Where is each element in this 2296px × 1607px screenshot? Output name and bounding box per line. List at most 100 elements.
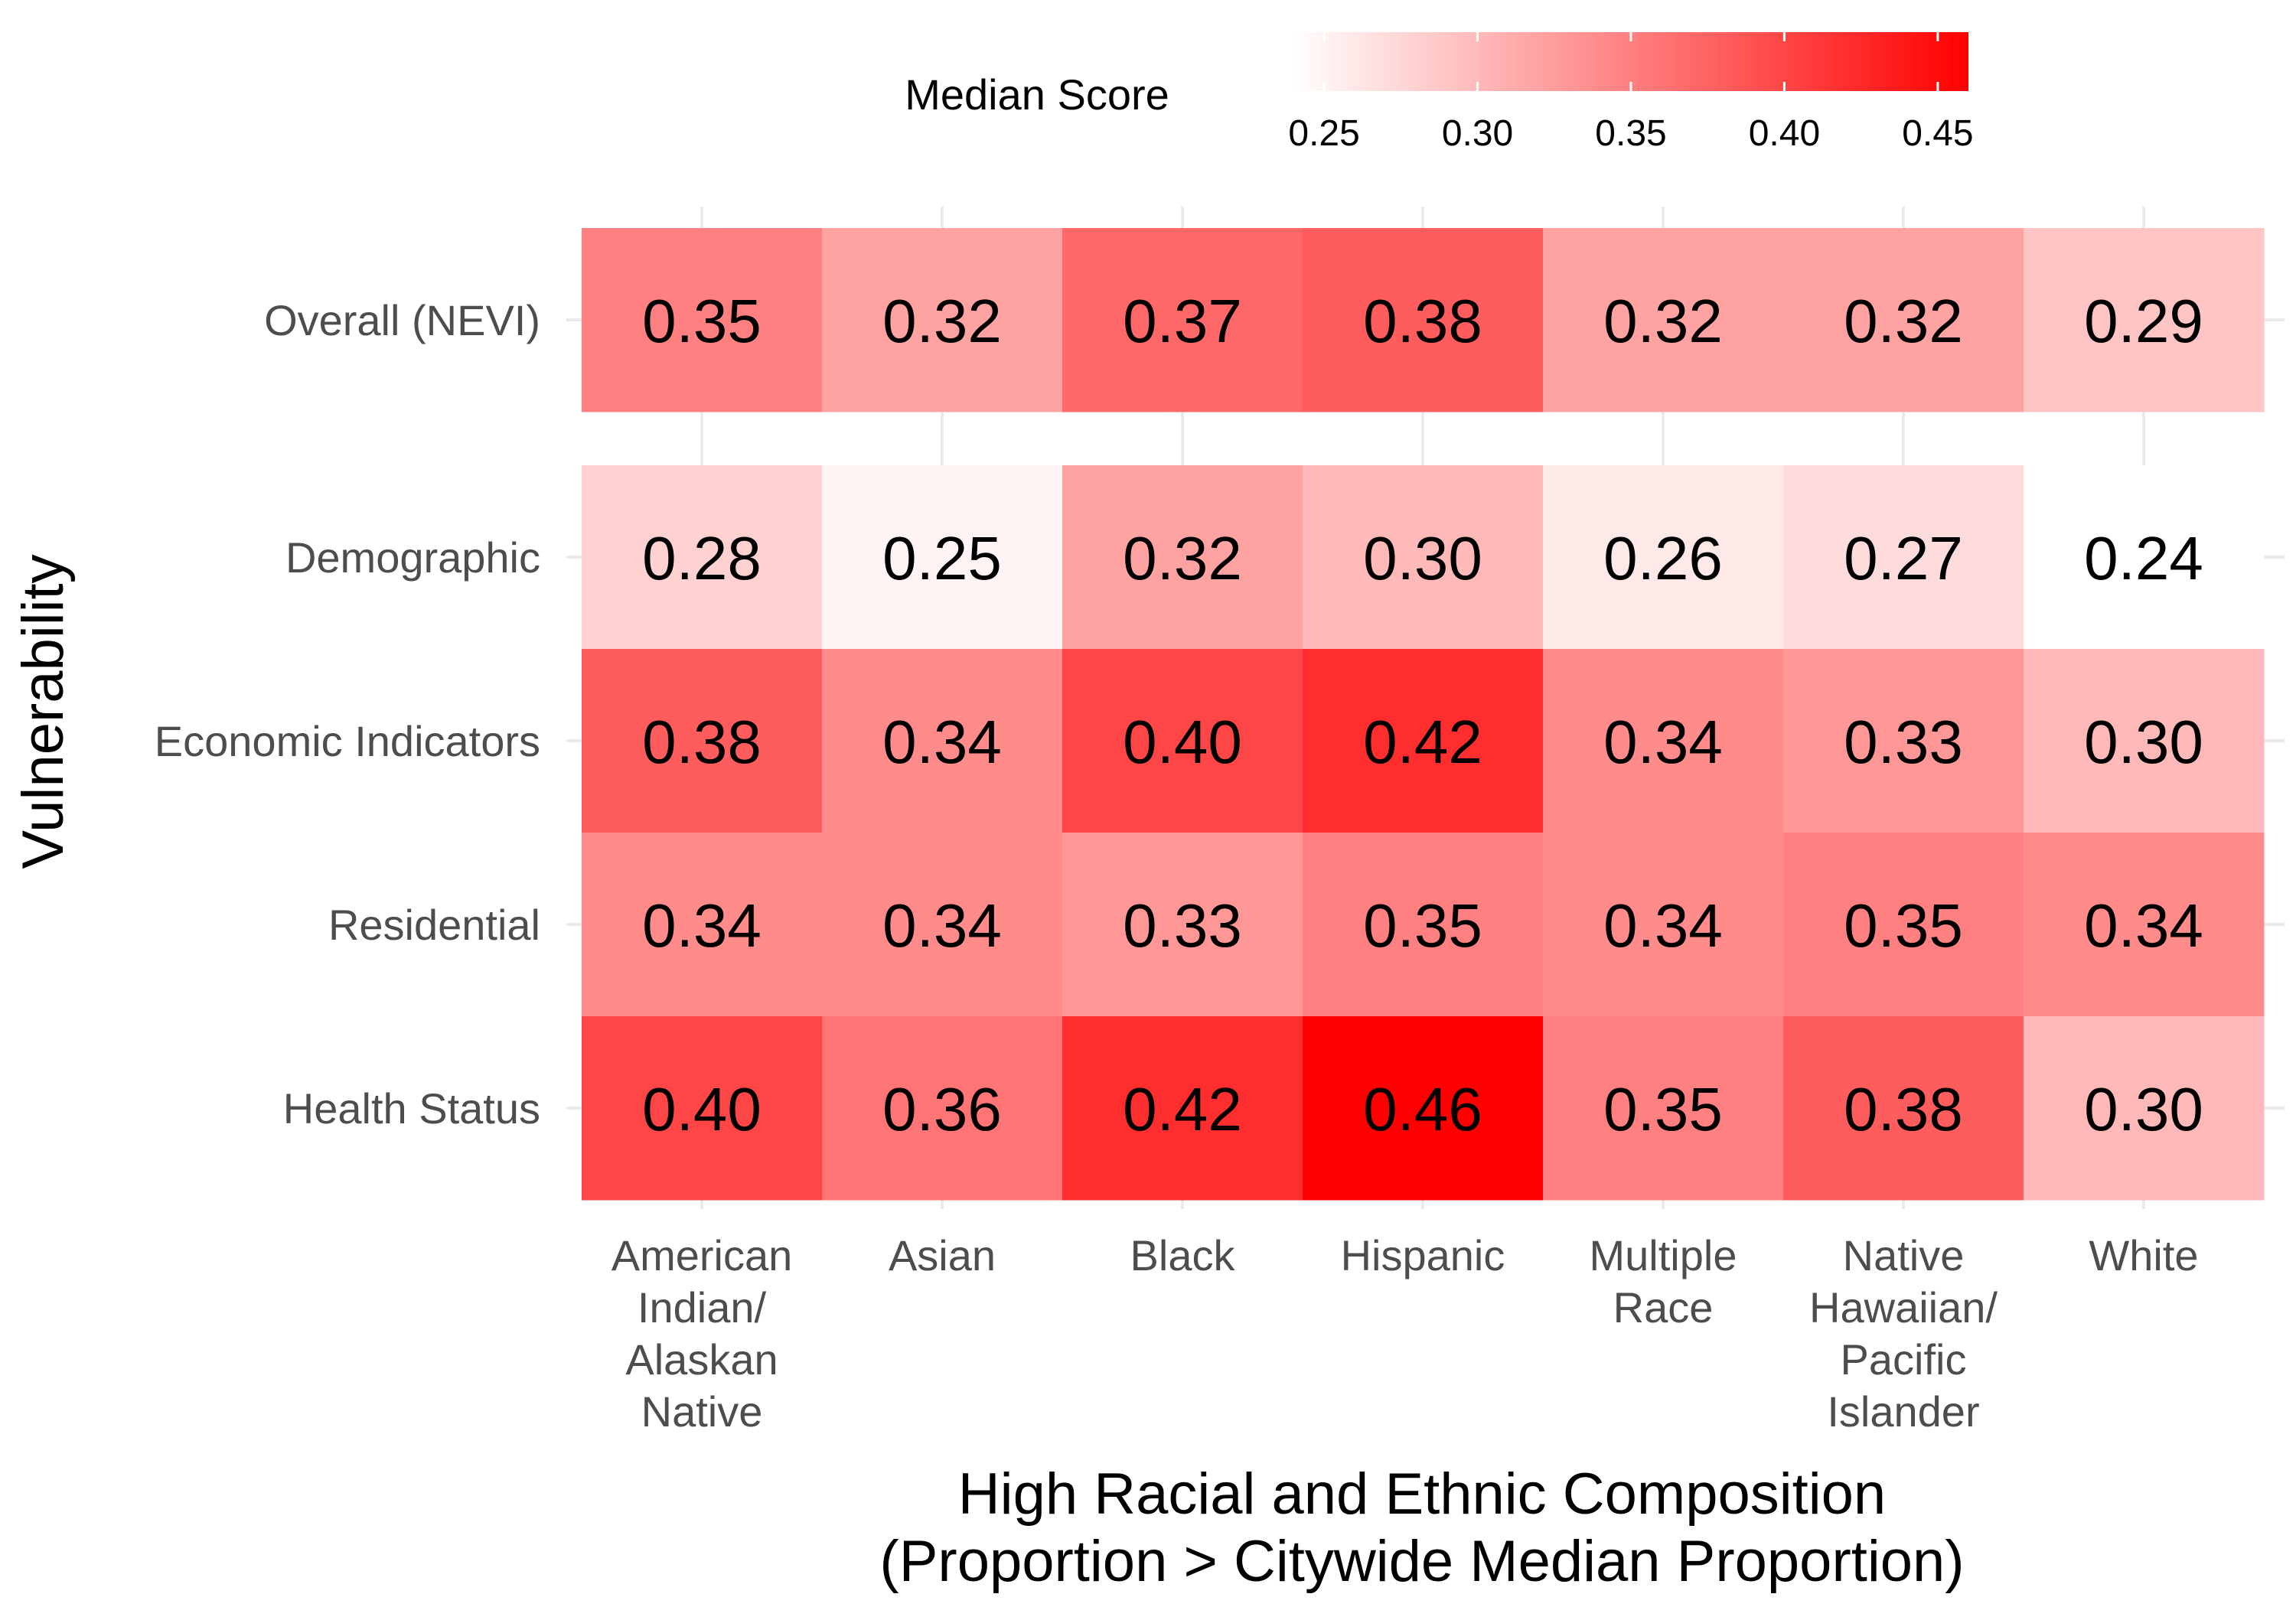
cell-value-label: 0.32: [1844, 287, 1963, 355]
y-axis-title: Vulnerability: [11, 554, 76, 869]
heatmap-cell: [822, 833, 1063, 1017]
x-tick-label: Multiple Race: [1590, 1231, 1737, 1332]
heatmap-cell: [582, 833, 823, 1017]
heatmap-cell: [2024, 833, 2265, 1017]
heatmap-cell: [1303, 228, 1544, 412]
heatmap-cell: [1783, 465, 2024, 650]
legend: Median Score 0.25 0.30 0.35 0.40 0.45: [905, 32, 1974, 154]
heatmap-cell: [1062, 649, 1303, 833]
cell-value-label: 0.34: [1603, 708, 1723, 776]
x-axis-title-line-1: High Racial and Ethnic Composition: [958, 1462, 1886, 1527]
y-tick-label: Demographic: [285, 533, 540, 582]
cell-value-label: 0.38: [1363, 287, 1482, 355]
legend-tick-label: 0.25: [1288, 113, 1359, 154]
heatmap-cell: [1303, 465, 1544, 650]
heatmap-cell: [822, 649, 1063, 833]
heatmap-cell: [1062, 833, 1303, 1017]
y-tick-labels: Overall (NEVI) Demographic Economic Indica…: [155, 296, 540, 1133]
x-tick-label: Asian: [889, 1231, 996, 1279]
heatmap-cell: [2024, 1016, 2265, 1201]
heatmap-cell: [1783, 1016, 2024, 1201]
cell-value-label: 0.34: [882, 708, 1002, 776]
cell-value-label: 0.32: [882, 287, 1002, 355]
legend-ticks: 0.25 0.30 0.35 0.40 0.45: [1288, 32, 1974, 154]
cell-value-label: 0.36: [882, 1075, 1002, 1143]
heatmap-cell: [1783, 833, 2024, 1017]
heatmap-cell: [1303, 1016, 1544, 1201]
cell-value-label: 0.40: [642, 1075, 762, 1143]
cell-value-label: 0.34: [2084, 892, 2203, 960]
heatmap-cell: [1543, 1016, 1784, 1201]
legend-tick-label: 0.30: [1442, 113, 1513, 154]
cell-value-label: 0.33: [1844, 708, 1963, 776]
heatmap-cell: [1783, 228, 2024, 412]
legend-tick-label: 0.45: [1902, 113, 1973, 154]
cell-value-label: 0.37: [1123, 287, 1242, 355]
y-tick-label: Overall (NEVI): [264, 296, 540, 344]
x-tick-label: White: [2089, 1231, 2198, 1279]
heatmap-cell: [822, 228, 1063, 412]
y-tick-label: Economic Indicators: [155, 717, 540, 765]
heatmap-cell: [1062, 465, 1303, 650]
y-axis-title-text: Vulnerability: [11, 554, 76, 869]
cell-value-label: 0.38: [642, 708, 762, 776]
legend-colorbar: [1293, 32, 1968, 91]
cell-value-label: 0.35: [1363, 892, 1482, 960]
x-tick-label: American Indian/Alaskan Native: [612, 1231, 793, 1436]
heatmap-cell: [2024, 465, 2265, 650]
heatmap-cells: [582, 228, 2265, 1201]
y-tick-label: Residential: [328, 901, 540, 949]
heatmap-cell: [1303, 649, 1544, 833]
cell-value-label: 0.30: [1363, 524, 1482, 592]
legend-tick-label: 0.35: [1595, 113, 1666, 154]
x-tick-label: Native Hawaiian/Pacific Islander: [1809, 1231, 1998, 1436]
x-tick-label: Hispanic: [1341, 1231, 1505, 1279]
heatmap-cell: [1543, 833, 1784, 1017]
cell-value-label: 0.24: [2084, 524, 2203, 592]
cell-value-label: 0.35: [1844, 892, 1963, 960]
cell-value-label: 0.35: [642, 287, 762, 355]
cell-value-label: 0.38: [1844, 1075, 1963, 1143]
heatmap-cell: [582, 649, 823, 833]
heatmap-cell: [1062, 1016, 1303, 1201]
x-tick-labels: American Indian/Alaskan Native Asian Black Hi…: [612, 1231, 2199, 1436]
cell-value-label: 0.35: [1603, 1075, 1723, 1143]
cell-value-label: 0.28: [642, 524, 762, 592]
heatmap-cell: [822, 1016, 1063, 1201]
cell-value-label: 0.34: [1603, 892, 1723, 960]
cell-value-label: 0.32: [1603, 287, 1723, 355]
legend-title: Median Score: [905, 70, 1169, 119]
heatmap-cell: [1303, 833, 1544, 1017]
cell-value-labels: 0.35 0.32 0.37 0.38 0.32 0.32 0.29 0.28 0.25 0.32…: [642, 287, 2203, 1143]
cell-value-label: 0.42: [1123, 1075, 1242, 1143]
cell-value-label: 0.46: [1363, 1075, 1482, 1143]
heatmap-cell: [582, 228, 823, 412]
legend-tick-label: 0.40: [1749, 113, 1820, 154]
heatmap-cell: [822, 465, 1063, 650]
heatmap-cell: [1543, 649, 1784, 833]
cell-value-label: 0.30: [2084, 1075, 2203, 1143]
cell-value-label: 0.34: [642, 892, 762, 960]
cell-value-label: 0.40: [1123, 708, 1242, 776]
cell-value-label: 0.25: [882, 524, 1002, 592]
x-tick-label: Black: [1130, 1231, 1236, 1279]
x-axis-title-line-2: (Proportion > Citywide Median Proportion…: [879, 1529, 1964, 1594]
heatmap-cell: [1783, 649, 2024, 833]
cell-value-label: 0.33: [1123, 892, 1242, 960]
cell-value-label: 0.34: [882, 892, 1002, 960]
heatmap-cell: [1543, 228, 1784, 412]
cell-value-label: 0.32: [1123, 524, 1242, 592]
cell-value-label: 0.29: [2084, 287, 2203, 355]
y-tick-label: Health Status: [283, 1084, 540, 1133]
heatmap-cell: [582, 1016, 823, 1201]
heatmap-cell: [1543, 465, 1784, 650]
cell-value-label: 0.30: [2084, 708, 2203, 776]
heatmap-cell: [582, 465, 823, 650]
cell-value-label: 0.42: [1363, 708, 1482, 776]
cell-value-label: 0.26: [1603, 524, 1723, 592]
heatmap-cell: [2024, 228, 2265, 412]
heatmap-cell: [2024, 649, 2265, 833]
cell-value-label: 0.27: [1844, 524, 1963, 592]
heatmap-cell: [1062, 228, 1303, 412]
